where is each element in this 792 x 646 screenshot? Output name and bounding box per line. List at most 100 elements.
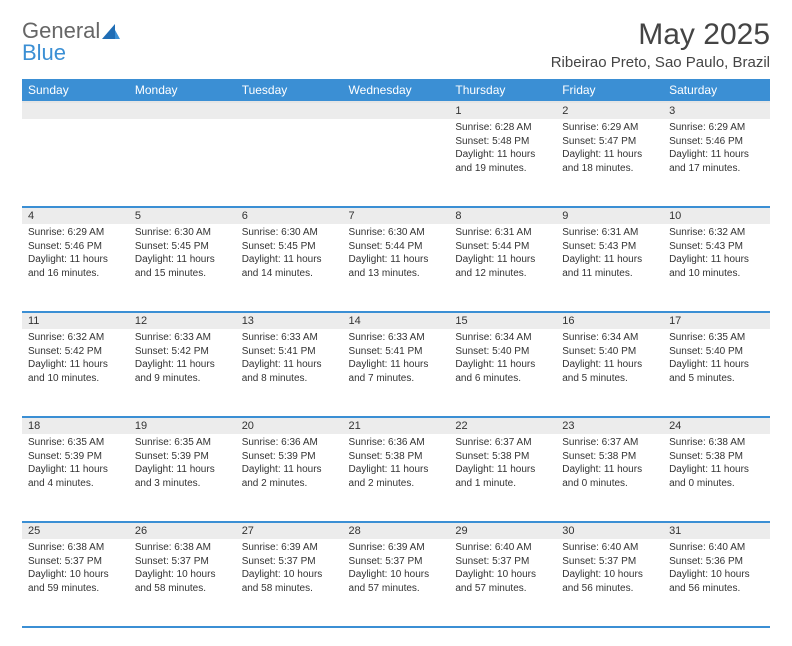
sunrise-text: Sunrise: 6:32 AM [28,331,123,345]
day-cell: Sunrise: 6:29 AMSunset: 5:47 PMDaylight:… [556,119,663,207]
day-cell: Sunrise: 6:37 AMSunset: 5:38 PMDaylight:… [449,434,556,522]
day-cell: Sunrise: 6:34 AMSunset: 5:40 PMDaylight:… [556,329,663,417]
sunrise-text: Sunrise: 6:29 AM [669,121,764,135]
daylight-text: Daylight: 11 hours and 3 minutes. [135,463,230,490]
daylight-text: Daylight: 10 hours and 56 minutes. [562,568,657,595]
daylight-text: Daylight: 11 hours and 5 minutes. [669,358,764,385]
sunrise-text: Sunrise: 6:30 AM [135,226,230,240]
sunset-text: Sunset: 5:37 PM [562,555,657,569]
sunrise-text: Sunrise: 6:33 AM [242,331,337,345]
day-cell [343,119,450,207]
sunset-text: Sunset: 5:45 PM [242,240,337,254]
sunrise-text: Sunrise: 6:39 AM [242,541,337,555]
day-number: 18 [22,417,129,434]
sunset-text: Sunset: 5:41 PM [242,345,337,359]
day-number: 11 [22,312,129,329]
day-number: 16 [556,312,663,329]
day-cell [129,119,236,207]
sunset-text: Sunset: 5:42 PM [28,345,123,359]
daylight-text: Daylight: 11 hours and 0 minutes. [562,463,657,490]
weekday-header: Friday [556,79,663,102]
sunrise-text: Sunrise: 6:34 AM [562,331,657,345]
daylight-text: Daylight: 11 hours and 11 minutes. [562,253,657,280]
day-cell: Sunrise: 6:39 AMSunset: 5:37 PMDaylight:… [236,539,343,627]
sunrise-text: Sunrise: 6:38 AM [669,436,764,450]
sunset-text: Sunset: 5:41 PM [349,345,444,359]
day-number: 1 [449,102,556,119]
daylight-text: Daylight: 11 hours and 12 minutes. [455,253,550,280]
daylight-text: Daylight: 10 hours and 57 minutes. [349,568,444,595]
day-cell: Sunrise: 6:37 AMSunset: 5:38 PMDaylight:… [556,434,663,522]
sunset-text: Sunset: 5:39 PM [28,450,123,464]
sunset-text: Sunset: 5:36 PM [669,555,764,569]
day-number-row: 25262728293031 [22,522,770,539]
sunset-text: Sunset: 5:37 PM [349,555,444,569]
sunrise-text: Sunrise: 6:38 AM [28,541,123,555]
location-subtitle: Ribeirao Preto, Sao Paulo, Brazil [551,54,770,71]
sunrise-text: Sunrise: 6:37 AM [562,436,657,450]
daylight-text: Daylight: 10 hours and 58 minutes. [242,568,337,595]
day-number: 20 [236,417,343,434]
day-number: 9 [556,207,663,224]
day-number [22,102,129,119]
day-number: 23 [556,417,663,434]
daylight-text: Daylight: 11 hours and 18 minutes. [562,148,657,175]
sunrise-text: Sunrise: 6:38 AM [135,541,230,555]
sunrise-text: Sunrise: 6:36 AM [242,436,337,450]
sunset-text: Sunset: 5:37 PM [135,555,230,569]
day-number: 4 [22,207,129,224]
day-number: 13 [236,312,343,329]
day-number: 22 [449,417,556,434]
daylight-text: Daylight: 10 hours and 58 minutes. [135,568,230,595]
sunset-text: Sunset: 5:44 PM [455,240,550,254]
sunrise-text: Sunrise: 6:32 AM [669,226,764,240]
daylight-text: Daylight: 11 hours and 9 minutes. [135,358,230,385]
day-cell: Sunrise: 6:40 AMSunset: 5:37 PMDaylight:… [449,539,556,627]
daylight-text: Daylight: 11 hours and 16 minutes. [28,253,123,280]
day-number: 25 [22,522,129,539]
day-number: 7 [343,207,450,224]
sunset-text: Sunset: 5:43 PM [669,240,764,254]
day-number: 27 [236,522,343,539]
sunrise-text: Sunrise: 6:37 AM [455,436,550,450]
day-cell: Sunrise: 6:40 AMSunset: 5:37 PMDaylight:… [556,539,663,627]
sunset-text: Sunset: 5:48 PM [455,135,550,149]
day-cell: Sunrise: 6:30 AMSunset: 5:45 PMDaylight:… [129,224,236,312]
day-number [236,102,343,119]
daylight-text: Daylight: 11 hours and 10 minutes. [669,253,764,280]
day-number: 17 [663,312,770,329]
day-number: 29 [449,522,556,539]
sunrise-text: Sunrise: 6:40 AM [669,541,764,555]
day-number: 24 [663,417,770,434]
day-cell: Sunrise: 6:28 AMSunset: 5:48 PMDaylight:… [449,119,556,207]
sunset-text: Sunset: 5:37 PM [28,555,123,569]
weekday-header: Monday [129,79,236,102]
sunrise-text: Sunrise: 6:28 AM [455,121,550,135]
day-cell: Sunrise: 6:38 AMSunset: 5:37 PMDaylight:… [22,539,129,627]
day-number: 15 [449,312,556,329]
day-cell: Sunrise: 6:30 AMSunset: 5:45 PMDaylight:… [236,224,343,312]
weekday-header: Saturday [663,79,770,102]
sunset-text: Sunset: 5:44 PM [349,240,444,254]
weekday-header: Wednesday [343,79,450,102]
daylight-text: Daylight: 11 hours and 8 minutes. [242,358,337,385]
day-number [343,102,450,119]
day-cell [236,119,343,207]
sunrise-text: Sunrise: 6:33 AM [349,331,444,345]
day-cell: Sunrise: 6:31 AMSunset: 5:43 PMDaylight:… [556,224,663,312]
daylight-text: Daylight: 10 hours and 56 minutes. [669,568,764,595]
day-number-row: 18192021222324 [22,417,770,434]
week-row: Sunrise: 6:29 AMSunset: 5:46 PMDaylight:… [22,224,770,312]
day-cell: Sunrise: 6:32 AMSunset: 5:43 PMDaylight:… [663,224,770,312]
sunset-text: Sunset: 5:47 PM [562,135,657,149]
sunset-text: Sunset: 5:39 PM [135,450,230,464]
sunset-text: Sunset: 5:46 PM [28,240,123,254]
week-row: Sunrise: 6:32 AMSunset: 5:42 PM Daylight:… [22,329,770,417]
calendar-page: General Blue May 2025 Ribeirao Preto, Sa… [0,0,792,646]
day-number: 19 [129,417,236,434]
day-number: 10 [663,207,770,224]
day-cell: Sunrise: 6:30 AMSunset: 5:44 PMDaylight:… [343,224,450,312]
day-number: 30 [556,522,663,539]
daylight-text: Daylight: 11 hours and 15 minutes. [135,253,230,280]
sunrise-text: Sunrise: 6:35 AM [28,436,123,450]
